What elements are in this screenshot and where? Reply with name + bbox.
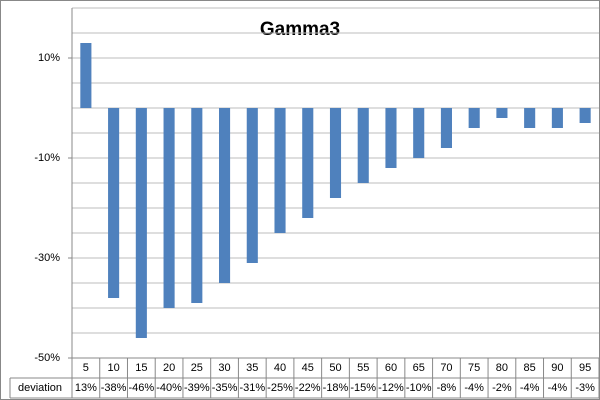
x-tick-label: 45 (302, 362, 314, 374)
table-row-header: deviation (18, 382, 62, 394)
x-tick-label: 60 (385, 362, 397, 374)
y-tick-label: -50% (34, 352, 60, 364)
table-value: 13% (75, 382, 97, 394)
x-tick-label: 35 (246, 362, 258, 374)
table-value: -4% (548, 382, 568, 394)
bar (579, 108, 591, 123)
bar (302, 108, 314, 218)
x-tick-label: 85 (524, 362, 536, 374)
table-value: -15% (350, 382, 376, 394)
bar (385, 108, 397, 168)
x-tick-label: 75 (468, 362, 480, 374)
x-tick-label: 20 (163, 362, 175, 374)
x-tick-label: 55 (357, 362, 369, 374)
bar (468, 108, 480, 128)
x-tick-label: 95 (579, 362, 591, 374)
y-tick-label: 10% (38, 52, 60, 64)
table-value: -46% (128, 382, 154, 394)
bar (108, 108, 120, 298)
bar (524, 108, 536, 128)
table-value: -12% (378, 382, 404, 394)
bar (135, 108, 147, 338)
chart-title: Gamma3 (260, 19, 340, 40)
bar (163, 108, 175, 308)
bar (440, 108, 452, 148)
x-tick-label: 70 (440, 362, 452, 374)
y-tick-label: -30% (34, 252, 60, 264)
table-value: -39% (184, 382, 210, 394)
table-value: -8% (437, 382, 457, 394)
x-tick-label: 50 (329, 362, 341, 374)
table-value: -25% (267, 382, 293, 394)
x-tick-label: 30 (218, 362, 230, 374)
table-value: -40% (156, 382, 182, 394)
table-value: -22% (295, 382, 321, 394)
bar (357, 108, 369, 183)
x-tick-label: 25 (191, 362, 203, 374)
table-value: -3% (575, 382, 595, 394)
x-tick-label: 5 (83, 362, 89, 374)
table-value: -35% (212, 382, 238, 394)
bar (413, 108, 425, 158)
x-tick-label: 10 (107, 362, 119, 374)
bar (496, 108, 508, 118)
table-value: -4% (520, 382, 540, 394)
table-value: -4% (464, 382, 484, 394)
bar (191, 108, 203, 303)
bar (274, 108, 286, 233)
table-value: -18% (323, 382, 349, 394)
y-tick-label: -10% (34, 152, 60, 164)
x-tick-label: 40 (274, 362, 286, 374)
table-value: -31% (239, 382, 265, 394)
bar (219, 108, 231, 283)
table-value: -10% (406, 382, 432, 394)
x-tick-label: 80 (496, 362, 508, 374)
bar (329, 108, 342, 198)
x-tick-label: 65 (413, 362, 425, 374)
bar (80, 43, 92, 108)
bar (246, 108, 258, 263)
x-tick-label: 15 (135, 362, 147, 374)
table-value: -38% (101, 382, 127, 394)
x-tick-label: 90 (551, 362, 563, 374)
table-value: -2% (492, 382, 512, 394)
bar (551, 108, 563, 128)
